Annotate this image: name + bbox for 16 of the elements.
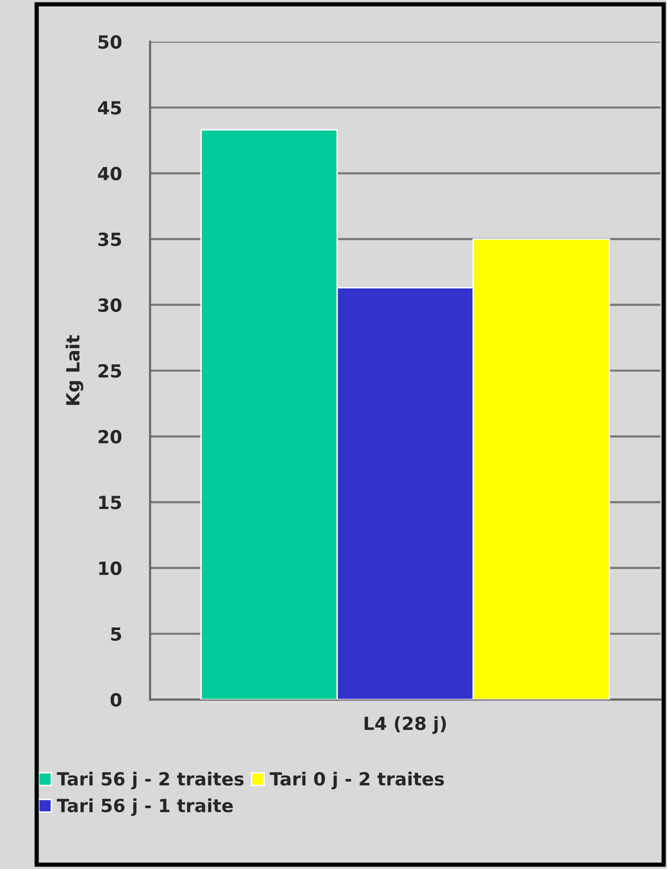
y-tick-label: 15 [99, 496, 122, 510]
y-tick-label: 25 [98, 364, 122, 378]
y-tick-label: 50 [98, 35, 122, 49]
x-tick-label: L4 (28 j) [364, 716, 446, 734]
legend-label: Tari 56 j - 2 traites [56, 772, 244, 790]
legend-label: Tari 56 j - 1 traite [56, 798, 233, 816]
y-axis-title: Kg Lait [66, 335, 84, 405]
y-tick-label: 35 [98, 232, 122, 246]
y-tick-label: 20 [98, 430, 122, 444]
y-tick-label: 45 [98, 101, 122, 115]
y-tick-label: 40 [98, 166, 122, 180]
y-tick-label: 5 [111, 627, 122, 641]
y-tick-label: 30 [98, 298, 122, 312]
y-tick-label: 10 [99, 561, 122, 576]
legend-label: Tari 0 j - 2 traites [270, 772, 444, 790]
y-tick-label: 0 [110, 693, 122, 707]
